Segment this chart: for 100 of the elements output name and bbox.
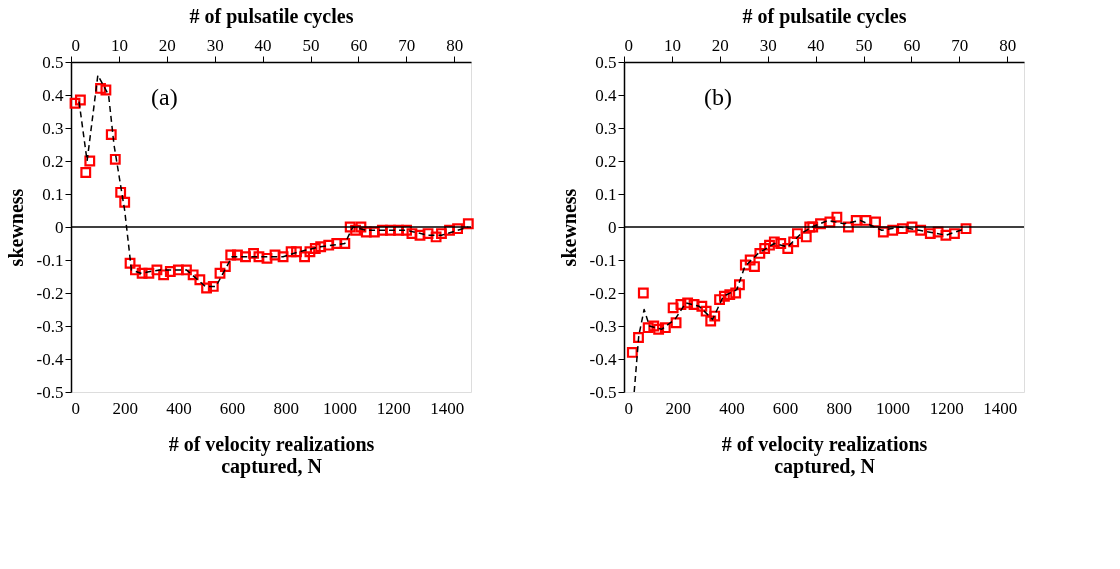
y-tick-label: 0.5 (42, 52, 64, 72)
point (109, 153, 121, 165)
point (887, 224, 899, 236)
point (130, 264, 141, 276)
point (187, 269, 199, 281)
point (225, 249, 237, 261)
x-tick-label: 1400 (983, 398, 1018, 418)
point (158, 269, 170, 281)
point (915, 224, 927, 236)
x-tick-label: 1200 (929, 398, 964, 418)
point (815, 218, 826, 230)
point (124, 257, 136, 269)
y-tick-label: -0.4 (589, 349, 617, 369)
point (749, 261, 760, 273)
y-axis-title: skewness (4, 188, 27, 267)
point (696, 300, 708, 312)
point (69, 97, 81, 109)
point (940, 229, 952, 241)
y-tick-label: -0.2 (589, 283, 617, 303)
point (791, 228, 803, 240)
point (700, 305, 712, 317)
x2-tick-label: 60 (903, 35, 921, 55)
x-tick-label: 600 (772, 398, 799, 418)
point (261, 252, 273, 264)
x-tick-label: 200 (665, 398, 691, 418)
x-tick-label: 1400 (430, 398, 465, 418)
point (323, 239, 335, 251)
point (344, 221, 356, 233)
x2-tick-label: 50 (302, 35, 320, 55)
x2-tick-label: 40 (254, 35, 272, 55)
point (214, 267, 226, 279)
point (444, 224, 455, 236)
point (860, 214, 872, 226)
point (164, 266, 176, 277)
x-tick-label: 400 (719, 398, 745, 418)
x2-tick-label: 10 (110, 35, 128, 55)
point (688, 299, 700, 310)
point (870, 216, 881, 228)
point (648, 320, 660, 332)
x-tick-label: 1000 (322, 398, 357, 418)
point (675, 299, 687, 310)
annotation: (b) (704, 84, 732, 111)
x2-axis-title: # of pulsatile cycles (189, 4, 354, 28)
annotation: (a) (151, 84, 178, 111)
y-tick-label: 0.1 (42, 184, 64, 204)
point (360, 226, 372, 238)
x-tick-label: 0 (71, 398, 80, 418)
point (949, 228, 960, 240)
point (759, 243, 771, 254)
point (754, 247, 766, 259)
y-tick-label: -0.5 (589, 382, 617, 402)
point (84, 155, 96, 167)
point (430, 231, 442, 243)
point (452, 223, 464, 235)
y-tick-label: -0.3 (589, 316, 617, 336)
y-tick-label: 0.2 (595, 151, 617, 171)
y-tick-label: -0.4 (36, 349, 64, 369)
point (730, 287, 742, 299)
point (637, 287, 649, 299)
point (285, 246, 297, 258)
point (960, 223, 972, 235)
y-tick-label: -0.1 (36, 250, 64, 270)
point (877, 226, 889, 238)
x-tick-label: 400 (166, 398, 192, 418)
point (724, 289, 736, 301)
point (924, 228, 936, 240)
point (151, 264, 163, 276)
point (653, 323, 665, 335)
point (768, 236, 780, 248)
point (406, 228, 418, 240)
point (659, 322, 671, 334)
y-tick-label: 0.3 (42, 118, 64, 138)
x-axis-title: # of velocity realizations captured, N (168, 432, 375, 478)
point (906, 221, 918, 233)
point (436, 228, 447, 240)
point (368, 226, 380, 238)
point (143, 267, 155, 279)
y-tick-label: 0.3 (595, 118, 617, 138)
y-tick-label: 0.1 (595, 184, 617, 204)
point (207, 280, 219, 292)
y-tick-label: -0.5 (36, 382, 64, 402)
point (775, 238, 787, 249)
x2-tick-label: 20 (711, 35, 729, 55)
point (119, 196, 131, 208)
point (80, 167, 92, 178)
point (105, 129, 117, 141)
point (633, 332, 644, 343)
y-tick-label: -0.1 (589, 250, 617, 270)
x-axis-title: # of velocity realizations captured, N (721, 432, 928, 478)
x2-tick-label: 0 (624, 35, 633, 55)
y-tick-label: 0 (55, 217, 64, 237)
x2-tick-label: 30 (759, 35, 777, 55)
point (682, 297, 694, 309)
point (172, 264, 184, 276)
y-tick-label: 0.2 (42, 151, 64, 171)
y-tick-label: -0.3 (36, 316, 64, 336)
y-tick-label: 0.4 (42, 85, 64, 105)
point (181, 264, 192, 276)
y-tick-label: -0.2 (36, 283, 64, 303)
x-tick-label: 1000 (875, 398, 910, 418)
